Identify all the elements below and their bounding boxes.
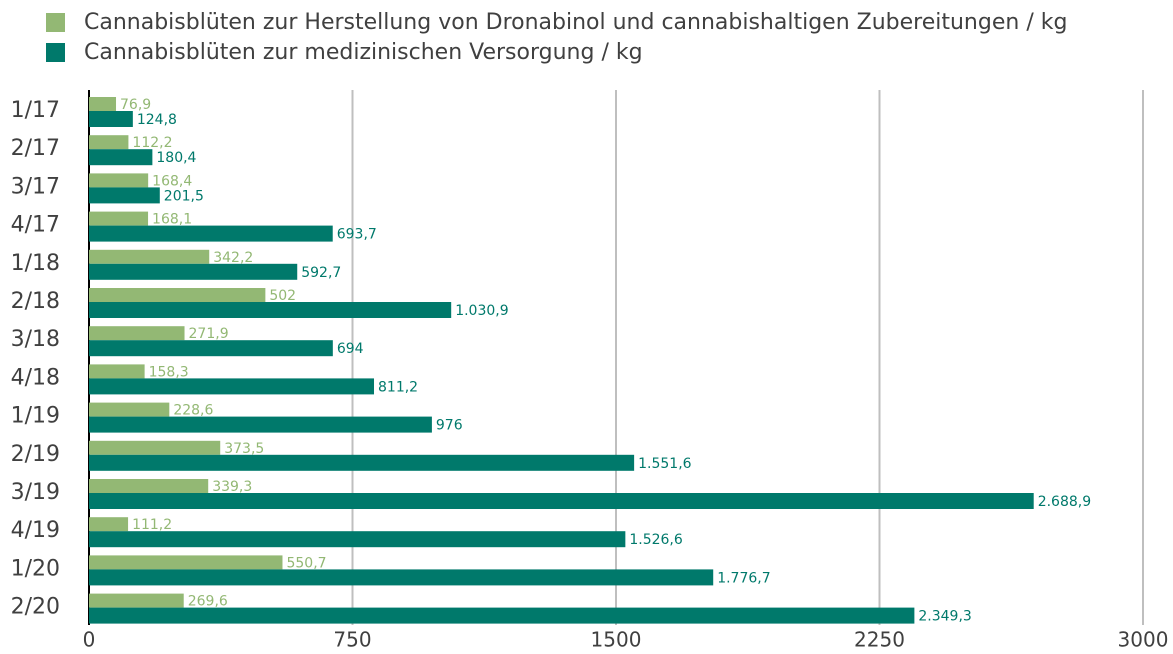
bar xyxy=(89,416,432,433)
data-label: 1.551,6 xyxy=(638,456,692,472)
data-label: 502 xyxy=(269,288,296,304)
y-tick-label: 2/17 xyxy=(11,136,60,161)
data-label: 1.030,9 xyxy=(455,303,508,319)
data-label: 1.526,6 xyxy=(629,532,683,548)
data-label: 124,8 xyxy=(137,112,177,128)
bar xyxy=(89,555,283,570)
bar xyxy=(89,378,375,395)
y-tick-label: 3/19 xyxy=(11,480,60,505)
bar xyxy=(89,593,184,608)
y-tick-label: 4/17 xyxy=(11,213,60,238)
data-label: 111,2 xyxy=(132,517,172,533)
y-tick-label: 3/17 xyxy=(11,174,60,199)
data-label: 339,3 xyxy=(212,479,252,495)
bar xyxy=(89,187,160,204)
bar xyxy=(89,531,626,548)
y-tick-label: 1/20 xyxy=(11,556,60,581)
data-label: 180,4 xyxy=(156,150,196,166)
y-tick-label: 2/18 xyxy=(11,289,60,314)
bar xyxy=(89,569,714,586)
bar xyxy=(89,225,333,242)
bar xyxy=(89,607,915,624)
legend-label: Cannabisblüten zur Herstellung von Drona… xyxy=(84,10,1067,35)
bar xyxy=(89,149,153,166)
data-label: 550,7 xyxy=(286,555,326,571)
bar xyxy=(89,97,117,111)
y-tick-label: 2/20 xyxy=(11,595,60,620)
data-label: 112,2 xyxy=(132,135,172,151)
data-label: 342,2 xyxy=(213,250,253,266)
data-label: 592,7 xyxy=(301,265,341,281)
y-tick-label: 2/19 xyxy=(11,442,60,467)
x-tick-label: 1500 xyxy=(591,628,642,652)
data-label: 168,4 xyxy=(152,173,192,189)
data-label: 976 xyxy=(436,418,463,434)
data-label: 271,9 xyxy=(189,326,229,342)
data-label: 269,6 xyxy=(188,594,228,610)
data-label: 228,6 xyxy=(173,403,213,419)
bar xyxy=(89,173,149,188)
bar xyxy=(89,288,266,302)
y-tick-label: 4/19 xyxy=(11,518,60,543)
bar xyxy=(89,249,210,264)
bar xyxy=(89,440,221,455)
legend-swatch xyxy=(46,43,65,62)
data-label: 158,3 xyxy=(149,364,189,380)
bar xyxy=(89,211,149,226)
bar xyxy=(89,302,452,318)
y-tick-label: 3/18 xyxy=(11,327,60,352)
data-label: 2.688,9 xyxy=(1038,494,1091,510)
bar xyxy=(89,493,1034,509)
x-tick-label: 2250 xyxy=(854,628,905,652)
data-label: 694 xyxy=(337,341,364,357)
data-label: 693,7 xyxy=(337,227,377,243)
y-tick-label: 4/18 xyxy=(11,365,60,390)
x-tick-label: 3000 xyxy=(1118,628,1169,652)
bar xyxy=(89,517,129,532)
data-label: 373,5 xyxy=(224,441,264,457)
bar xyxy=(89,263,298,280)
data-label: 168,1 xyxy=(152,212,192,228)
x-tick-label: 750 xyxy=(333,628,371,652)
bar xyxy=(89,479,209,493)
data-label: 201,5 xyxy=(164,188,204,204)
bar xyxy=(89,135,129,150)
data-label: 1.776,7 xyxy=(717,570,770,586)
y-tick-label: 1/19 xyxy=(11,404,60,429)
bar xyxy=(89,326,185,341)
data-label: 76,9 xyxy=(120,97,151,113)
x-tick-label: 0 xyxy=(83,628,96,652)
bar xyxy=(89,111,133,127)
legend-label: Cannabisblüten zur medizinischen Versorg… xyxy=(84,40,643,65)
bar xyxy=(89,364,145,379)
legend-swatch xyxy=(46,13,65,32)
y-tick-label: 1/17 xyxy=(11,98,60,123)
bar xyxy=(89,454,635,471)
data-label: 811,2 xyxy=(378,379,418,395)
data-label: 2.349,3 xyxy=(918,609,971,625)
bar xyxy=(89,402,170,417)
bar xyxy=(89,340,333,357)
y-tick-label: 1/18 xyxy=(11,251,60,276)
